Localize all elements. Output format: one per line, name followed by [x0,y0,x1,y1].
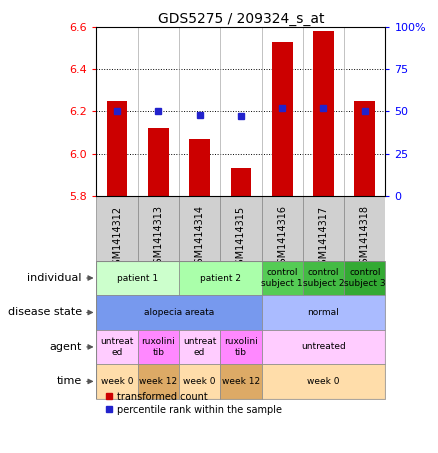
Bar [303,196,344,261]
Text: GSM1414316: GSM1414316 [277,206,287,270]
Text: control
subject 2: control subject 2 [303,268,344,288]
Text: control
subject 3: control subject 3 [344,268,385,288]
Text: normal: normal [307,308,339,317]
Bar [179,330,220,364]
Text: disease state: disease state [8,308,82,318]
Bar [96,364,138,399]
Bar [189,139,210,196]
Bar [261,261,303,295]
Text: control
subject 1: control subject 1 [261,268,303,288]
Bar [138,330,179,364]
Text: alopecia areata: alopecia areata [144,308,214,317]
Bar [303,261,344,295]
Text: week 12: week 12 [139,377,177,386]
Text: GSM1414315: GSM1414315 [236,206,246,270]
Bar [230,169,251,196]
Text: ruxolini
tib: ruxolini tib [141,337,175,357]
Text: week 0: week 0 [101,377,133,386]
Bar [220,330,261,364]
Bar [138,364,179,399]
Bar [354,101,375,196]
Bar [148,128,169,196]
Bar [220,364,261,399]
Bar [179,261,261,295]
Bar [261,330,385,364]
Bar [96,330,138,364]
Text: patient 1: patient 1 [117,274,158,283]
Text: untreat
ed: untreat ed [183,337,216,357]
Text: week 12: week 12 [222,377,260,386]
Bar [179,364,220,399]
Text: ruxolini
tib: ruxolini tib [224,337,258,357]
Text: week 0: week 0 [184,377,216,386]
Bar [138,196,179,261]
Text: untreated: untreated [301,342,346,352]
Bar [344,261,385,295]
Bar [272,42,293,196]
Title: GDS5275 / 209324_s_at: GDS5275 / 209324_s_at [158,12,324,26]
Text: individual: individual [28,273,82,283]
Text: GSM1414314: GSM1414314 [194,206,205,270]
Bar [220,196,261,261]
Bar [344,196,385,261]
Text: GSM1414312: GSM1414312 [112,206,122,270]
Text: GSM1414313: GSM1414313 [153,206,163,270]
Text: GSM1414318: GSM1414318 [360,206,370,270]
Text: GSM1414317: GSM1414317 [318,206,328,270]
Bar [313,31,334,196]
Text: patient 2: patient 2 [200,274,241,283]
Bar [96,196,138,261]
Bar [96,295,261,330]
Text: week 0: week 0 [307,377,340,386]
Bar [261,196,303,261]
Bar [261,295,385,330]
Bar [96,261,179,295]
Bar [179,196,220,261]
Bar [107,101,127,196]
Text: time: time [57,376,82,386]
Text: agent: agent [49,342,82,352]
Bar [261,364,385,399]
Legend: transformed count, percentile rank within the sample: transformed count, percentile rank withi… [101,388,286,419]
Text: untreat
ed: untreat ed [100,337,134,357]
